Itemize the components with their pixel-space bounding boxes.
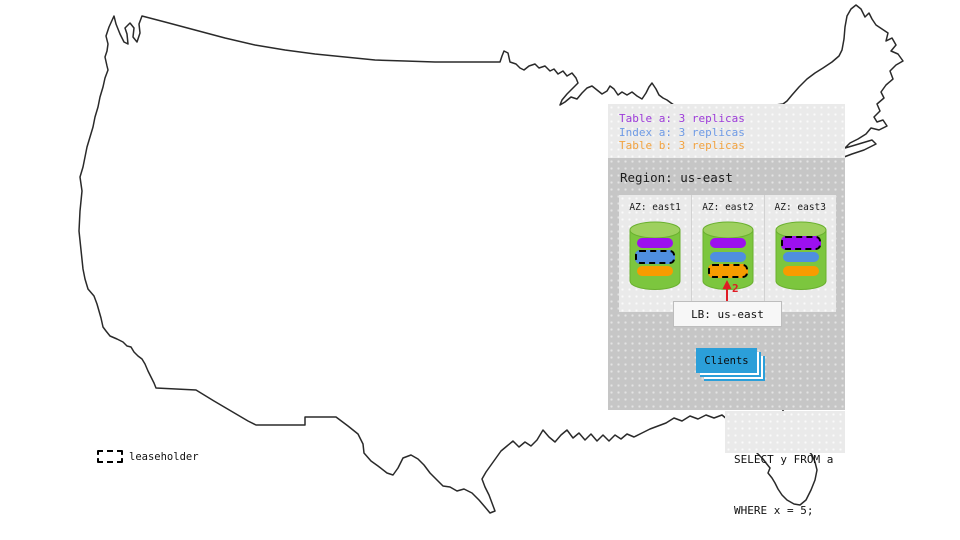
sql-query: SELECT y FROM a WHERE x = 5; (725, 411, 845, 517)
leaseholder-label: leaseholder (129, 450, 199, 463)
region-title: Region: us-east (620, 170, 733, 185)
replica-index-a (635, 250, 675, 264)
legend-item: Index a: 3 replicas (619, 125, 745, 139)
az-zone: AZ: east2 (691, 195, 763, 312)
az-row: AZ: east1 AZ: east2 AZ: east3 (619, 195, 836, 312)
leaseholder-key: leaseholder (97, 450, 199, 463)
replica-table-a (710, 238, 747, 248)
az-zone: AZ: east1 (619, 195, 691, 312)
az-label: AZ: east3 (774, 202, 826, 213)
database-cylinder (702, 221, 754, 291)
clients-node: Clients (696, 348, 757, 373)
replica-table-b (782, 266, 819, 276)
az-label: AZ: east2 (702, 202, 754, 213)
az-zone: AZ: east3 (763, 195, 836, 312)
sql-line-2: WHERE x = 5; (734, 504, 814, 517)
legend-item: Table b: 3 replicas (619, 139, 745, 152)
replica-table-a (780, 236, 821, 250)
replica-index-a (710, 252, 747, 262)
replica-table-a (637, 238, 673, 248)
sql-line-1: SELECT y FROM a (734, 453, 834, 466)
replica-index-a (782, 252, 819, 262)
request-arrow-icon (722, 280, 732, 301)
step-number: 2 (732, 282, 739, 295)
leaseholder-swatch-icon (97, 450, 123, 463)
load-balancer: LB: us-east (673, 301, 782, 327)
lb-label: LB: us-east (691, 307, 764, 321)
replica-table-b (708, 264, 749, 278)
az-label: AZ: east1 (629, 202, 681, 213)
replica-table-b (637, 266, 673, 276)
replica-legend: Table a: 3 replicas Index a: 3 replicas Ta… (608, 104, 845, 158)
legend-item: Table a: 3 replicas (619, 112, 745, 125)
clients-label: Clients (704, 354, 749, 367)
database-cylinder (775, 221, 827, 291)
database-cylinder (629, 221, 681, 291)
